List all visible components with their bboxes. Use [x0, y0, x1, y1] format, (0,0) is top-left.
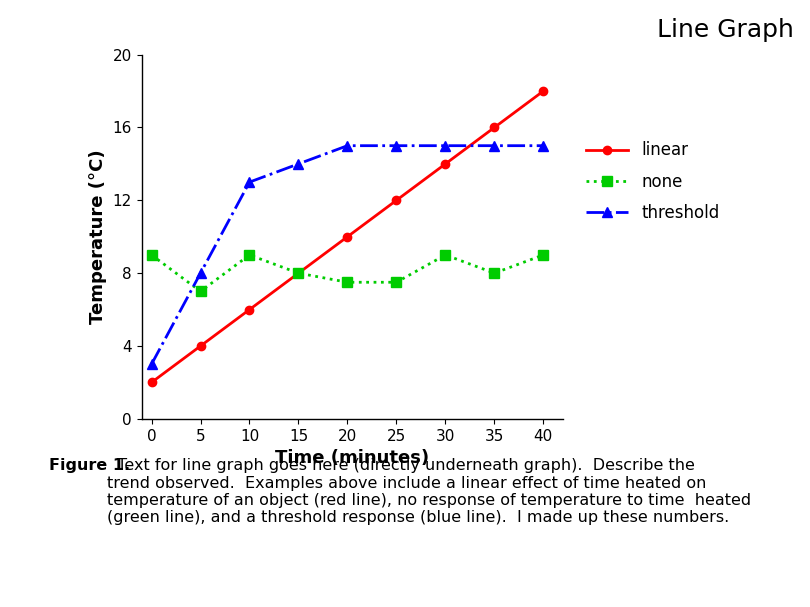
linear — [489, 124, 499, 131]
X-axis label: Time (minutes): Time (minutes) — [275, 449, 429, 467]
linear — [343, 233, 352, 240]
linear — [391, 197, 401, 204]
Line: none: none — [147, 250, 548, 296]
Legend: linear, none, threshold: linear, none, threshold — [580, 135, 727, 229]
Text: Text for line graph goes here (directly underneath graph).  Describe the
trend o: Text for line graph goes here (directly … — [107, 458, 751, 526]
threshold — [343, 142, 352, 149]
linear — [539, 87, 548, 95]
none — [293, 270, 303, 277]
Text: Figure 1.: Figure 1. — [49, 458, 130, 473]
threshold — [391, 142, 401, 149]
none — [539, 251, 548, 259]
Y-axis label: Temperature (°C): Temperature (°C) — [89, 149, 107, 324]
threshold — [441, 142, 450, 149]
none — [391, 279, 401, 286]
threshold — [196, 270, 206, 277]
linear — [293, 270, 303, 277]
threshold — [245, 178, 254, 186]
threshold — [489, 142, 499, 149]
none — [343, 279, 352, 286]
none — [245, 251, 254, 259]
threshold — [293, 160, 303, 168]
Line: threshold: threshold — [147, 141, 548, 369]
Line: linear: linear — [147, 87, 548, 387]
none — [489, 270, 499, 277]
none — [196, 288, 206, 295]
none — [441, 251, 450, 259]
Text: Line Graph: Line Graph — [657, 18, 794, 42]
linear — [147, 379, 156, 386]
threshold — [539, 142, 548, 149]
linear — [441, 160, 450, 168]
linear — [245, 306, 254, 313]
threshold — [147, 361, 156, 368]
none — [147, 251, 156, 259]
linear — [196, 342, 206, 350]
